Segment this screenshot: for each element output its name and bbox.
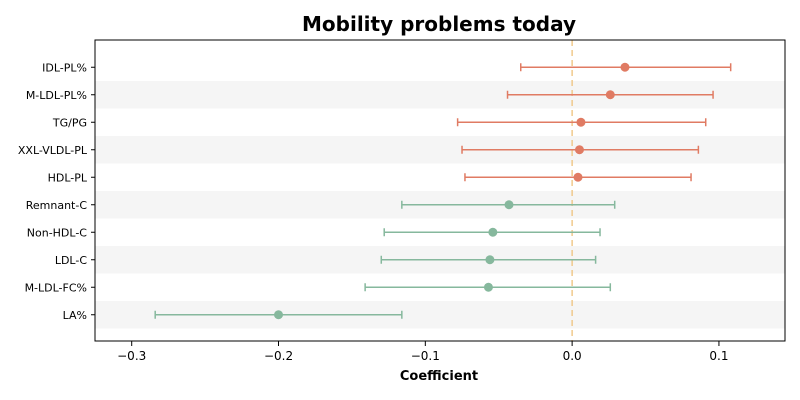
estimate-series — [154, 62, 732, 320]
x-axis: −0.3 −0.2 −0.1 0.0 0.1 — [117, 341, 728, 363]
x-tick-label: 0.1 — [709, 349, 728, 363]
y-tick-label: HDL-PL — [48, 171, 88, 184]
y-tick-label: Non-HDL-C — [27, 226, 88, 239]
estimate-point — [574, 145, 584, 155]
x-tick-label: −0.2 — [264, 349, 293, 363]
x-tick-label: −0.1 — [411, 349, 440, 363]
y-tick-label: Remnant-C — [26, 199, 88, 212]
estimate-point — [483, 282, 493, 292]
estimate-point — [605, 90, 615, 100]
y-tick-label: LA% — [63, 309, 87, 322]
x-tick-label: 0.0 — [563, 349, 582, 363]
y-tick-label: M-LDL-PL% — [26, 89, 87, 102]
y-tick-label: IDL-PL% — [42, 61, 87, 74]
estimate-point — [620, 62, 630, 72]
y-tick-label: LDL-C — [55, 254, 88, 267]
estimate-point — [274, 310, 284, 320]
estimate-point — [573, 172, 583, 182]
x-axis-label: Coefficient — [400, 369, 478, 384]
x-tick-label: −0.3 — [117, 349, 146, 363]
estimate-point — [488, 227, 498, 237]
y-tick-label: M-LDL-FC% — [25, 281, 87, 294]
y-tick-label: XXL-VLDL-PL — [18, 144, 88, 157]
chart-title: Mobility problems today — [302, 12, 576, 36]
plot-frame — [94, 39, 786, 342]
estimate-point — [485, 255, 495, 265]
y-tick-label: TG/PG — [52, 116, 87, 129]
estimate-point — [576, 117, 586, 127]
estimate-point — [504, 200, 514, 210]
y-axis: IDL-PL% M-LDL-PL% TG/PG XXL-VLDL-PL HDL-PL Re… — [18, 61, 95, 322]
